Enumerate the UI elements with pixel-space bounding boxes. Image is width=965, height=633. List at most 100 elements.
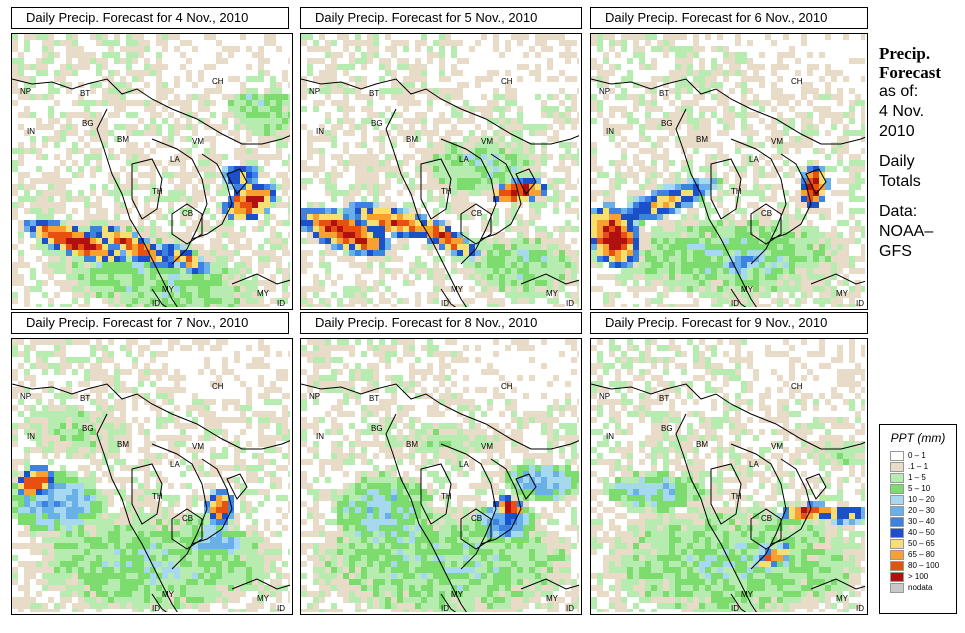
country-label-vm: VM: [481, 137, 493, 146]
panel-title: Daily Precip. Forecast for 5 Nov., 2010: [300, 7, 582, 29]
country-label-my1: MY: [162, 590, 175, 599]
country-label-cb: CB: [471, 209, 482, 218]
country-label-ch: CH: [212, 382, 224, 391]
country-label-bt: BT: [369, 394, 379, 403]
sidebar-heading-line1: Precip.: [879, 44, 931, 63]
legend-item: 20 – 30: [890, 505, 956, 516]
country-label-vm: VM: [771, 442, 783, 451]
legend-label: > 100: [908, 571, 929, 581]
country-label-bt: BT: [80, 89, 90, 98]
legend-label: 10 – 20: [908, 494, 935, 504]
legend-swatch: [890, 538, 904, 549]
country-label-bt: BT: [659, 89, 669, 98]
country-label-np: NP: [309, 87, 320, 96]
legend-label: 0 – 1: [908, 450, 926, 460]
country-label-id2: ID: [856, 604, 864, 612]
legend-label: 30 – 40: [908, 516, 935, 526]
panel-title: Daily Precip. Forecast for 4 Nov., 2010: [11, 7, 289, 29]
country-label-cb: CB: [182, 209, 193, 218]
panel-title: Daily Precip. Forecast for 8 Nov., 2010: [300, 312, 582, 334]
legend-item: 80 – 100: [890, 560, 956, 571]
country-label-bg: BG: [661, 424, 673, 433]
country-label-id2: ID: [277, 299, 285, 307]
country-label-in: IN: [606, 432, 614, 441]
legend-label: 5 – 10: [908, 483, 931, 493]
country-label-bm: BM: [696, 135, 708, 144]
precip-map: NP BT CH IN BG BM VM LA TH CB MY MY ID ID: [300, 338, 582, 615]
legend-swatch: [890, 494, 904, 505]
country-label-la: LA: [749, 155, 759, 164]
legend-label: 65 – 80: [908, 549, 935, 559]
legend-item: > 100: [890, 571, 956, 582]
country-label-bg: BG: [82, 119, 94, 128]
country-label-np: NP: [309, 392, 320, 401]
country-label-id2: ID: [566, 604, 574, 612]
country-label-np: NP: [599, 87, 610, 96]
daily-label: Daily: [879, 153, 915, 170]
country-label-my2: MY: [546, 289, 559, 298]
legend-label: 1 – 5: [908, 472, 926, 482]
country-label-id1: ID: [731, 604, 739, 612]
country-label-bg: BG: [371, 119, 383, 128]
as-of-year: 2010: [879, 123, 915, 140]
country-label-th: TH: [152, 187, 163, 196]
legend-swatch: [890, 549, 904, 560]
legend-swatch: [890, 527, 904, 538]
country-label-ch: CH: [791, 382, 803, 391]
country-label-th: TH: [731, 187, 742, 196]
legend-item: 5 – 10: [890, 483, 956, 494]
country-label-my2: MY: [836, 594, 849, 603]
panel-title: Daily Precip. Forecast for 7 Nov., 2010: [11, 312, 289, 334]
country-label-my2: MY: [257, 289, 270, 298]
country-label-bg: BG: [661, 119, 673, 128]
panel-title: Daily Precip. Forecast for 9 Nov., 2010: [590, 312, 868, 334]
legend-swatch: [890, 505, 904, 516]
country-label-bm: BM: [117, 135, 129, 144]
data-label: Data:: [879, 203, 918, 220]
legend-label: 40 – 50: [908, 527, 935, 537]
country-label-ch: CH: [501, 77, 513, 86]
country-label-my1: MY: [741, 285, 754, 294]
country-label-cb: CB: [182, 514, 193, 523]
country-label-bm: BM: [117, 440, 129, 449]
sidebar-info: Precip. Forecast as of: 4 Nov. 2010 Dail…: [879, 44, 965, 262]
country-label-my2: MY: [546, 594, 559, 603]
country-label-ch: CH: [501, 382, 513, 391]
country-label-bm: BM: [406, 135, 418, 144]
precip-map: NP BT CH IN BG BM VM LA TH CB MY MY ID ID: [11, 338, 293, 615]
country-label-ch: CH: [212, 77, 224, 86]
country-label-my1: MY: [451, 285, 464, 294]
country-label-in: IN: [316, 127, 324, 136]
country-label-bt: BT: [80, 394, 90, 403]
country-label-id1: ID: [441, 604, 449, 612]
legend-swatch: [890, 571, 904, 582]
country-label-vm: VM: [192, 137, 204, 146]
country-label-my1: MY: [741, 590, 754, 599]
country-label-th: TH: [731, 492, 742, 501]
precip-map: NP BT CH IN BG BM VM LA TH CB MY MY ID ID: [300, 33, 582, 310]
legend-swatch: [890, 516, 904, 527]
legend-label: .1 – 1: [908, 461, 929, 471]
as-of-label: as of:: [879, 83, 919, 100]
precip-map: NP BT CH IN BG BM VM LA TH CB MY MY ID ID: [590, 338, 868, 615]
country-label-bt: BT: [369, 89, 379, 98]
country-label-vm: VM: [192, 442, 204, 451]
country-label-id1: ID: [441, 299, 449, 307]
country-label-th: TH: [441, 187, 452, 196]
legend-swatch: [890, 582, 904, 593]
country-label-np: NP: [20, 87, 31, 96]
legend-swatch: [890, 461, 904, 472]
as-of-date: 4 Nov.: [879, 103, 925, 120]
totals-label: Totals: [879, 173, 921, 190]
country-label-cb: CB: [761, 514, 772, 523]
legend-label: nodata: [908, 582, 933, 592]
country-label-in: IN: [27, 127, 35, 136]
legend-item: 50 – 65: [890, 538, 956, 549]
